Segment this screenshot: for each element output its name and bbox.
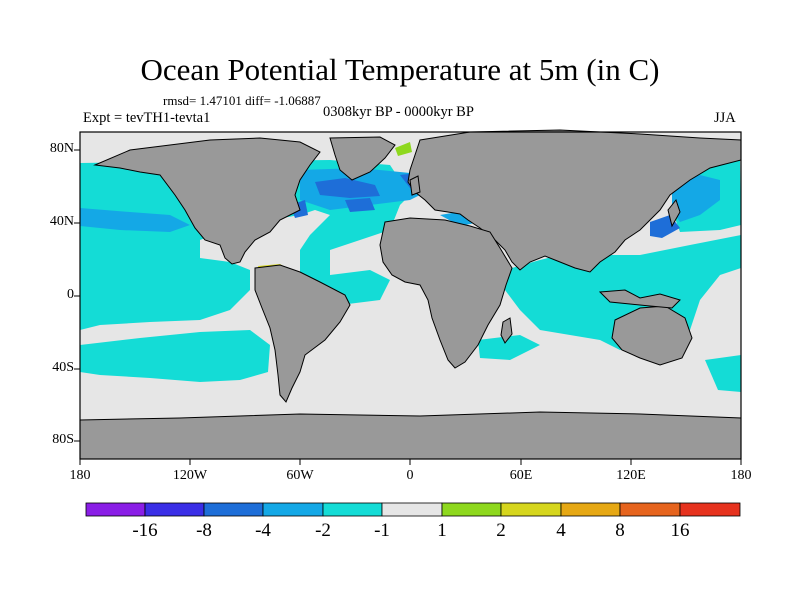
x-tick-label: 180	[730, 468, 752, 483]
y-tick-label: 0	[67, 287, 74, 302]
experiment-label: Expt = tevTH1-tevta1	[83, 110, 211, 126]
colorbar-label: -1	[374, 520, 390, 541]
colorbar-box-10	[619, 502, 681, 517]
land-north-america	[93, 137, 321, 265]
land-madagascar	[500, 317, 513, 344]
colorbar-label: -16	[132, 520, 158, 541]
anomaly-green-region	[395, 142, 412, 156]
colorbar-box-5	[322, 502, 383, 517]
y-tick-label: 40S	[52, 360, 74, 375]
colorbar-box-4	[262, 502, 324, 517]
colorbar-box-6	[381, 502, 443, 517]
land-uk	[409, 175, 421, 196]
land-antarctica	[79, 411, 742, 460]
colorbar-box-2	[144, 502, 205, 517]
colorbar	[85, 502, 741, 517]
y-tick-label: 80N	[49, 141, 74, 156]
colorbar-label: 1	[437, 520, 447, 541]
y-tick-label: 80S	[52, 432, 74, 447]
x-tick-label: 120W	[172, 468, 208, 483]
x-tick-label: 60E	[509, 468, 533, 483]
axis-ticks	[74, 149, 742, 465]
season-label: JJA	[714, 110, 736, 126]
colorbar-box-1	[85, 502, 146, 517]
colorbar-label: 16	[670, 520, 690, 541]
colorbar-label: -8	[196, 520, 212, 541]
colorbar-box-9	[560, 502, 621, 517]
colorbar-label: 4	[556, 520, 566, 541]
colorbar-label: 2	[496, 520, 506, 541]
land-masses	[79, 129, 742, 460]
land-indonesia	[598, 289, 681, 309]
colorbar-box-3	[203, 502, 264, 517]
colorbar-label: 8	[615, 520, 625, 541]
x-tick-label: 180	[69, 468, 91, 483]
colorbar-box-8	[500, 502, 562, 517]
plot-title: Ocean Potential Temperature at 5m (in C)	[140, 52, 660, 87]
y-tick-label: 40N	[49, 214, 74, 229]
land-south-america	[254, 264, 351, 403]
colorbar-label: -2	[315, 520, 331, 541]
x-tick-label: 120E	[616, 468, 646, 483]
x-tick-label: 60W	[286, 468, 314, 483]
colorbar-box-7	[441, 502, 502, 517]
period-label: 0308kyr BP - 0000kyr BP	[323, 104, 474, 120]
colorbar-label: -4	[255, 520, 271, 541]
land-japan	[667, 198, 681, 228]
x-tick-label: 0	[406, 468, 414, 483]
stats-text: rmsd= 1.47101 diff= -1.06887	[163, 93, 321, 108]
land-greenland	[329, 136, 396, 181]
colorbar-box-11	[679, 502, 741, 517]
land-africa	[379, 217, 513, 369]
